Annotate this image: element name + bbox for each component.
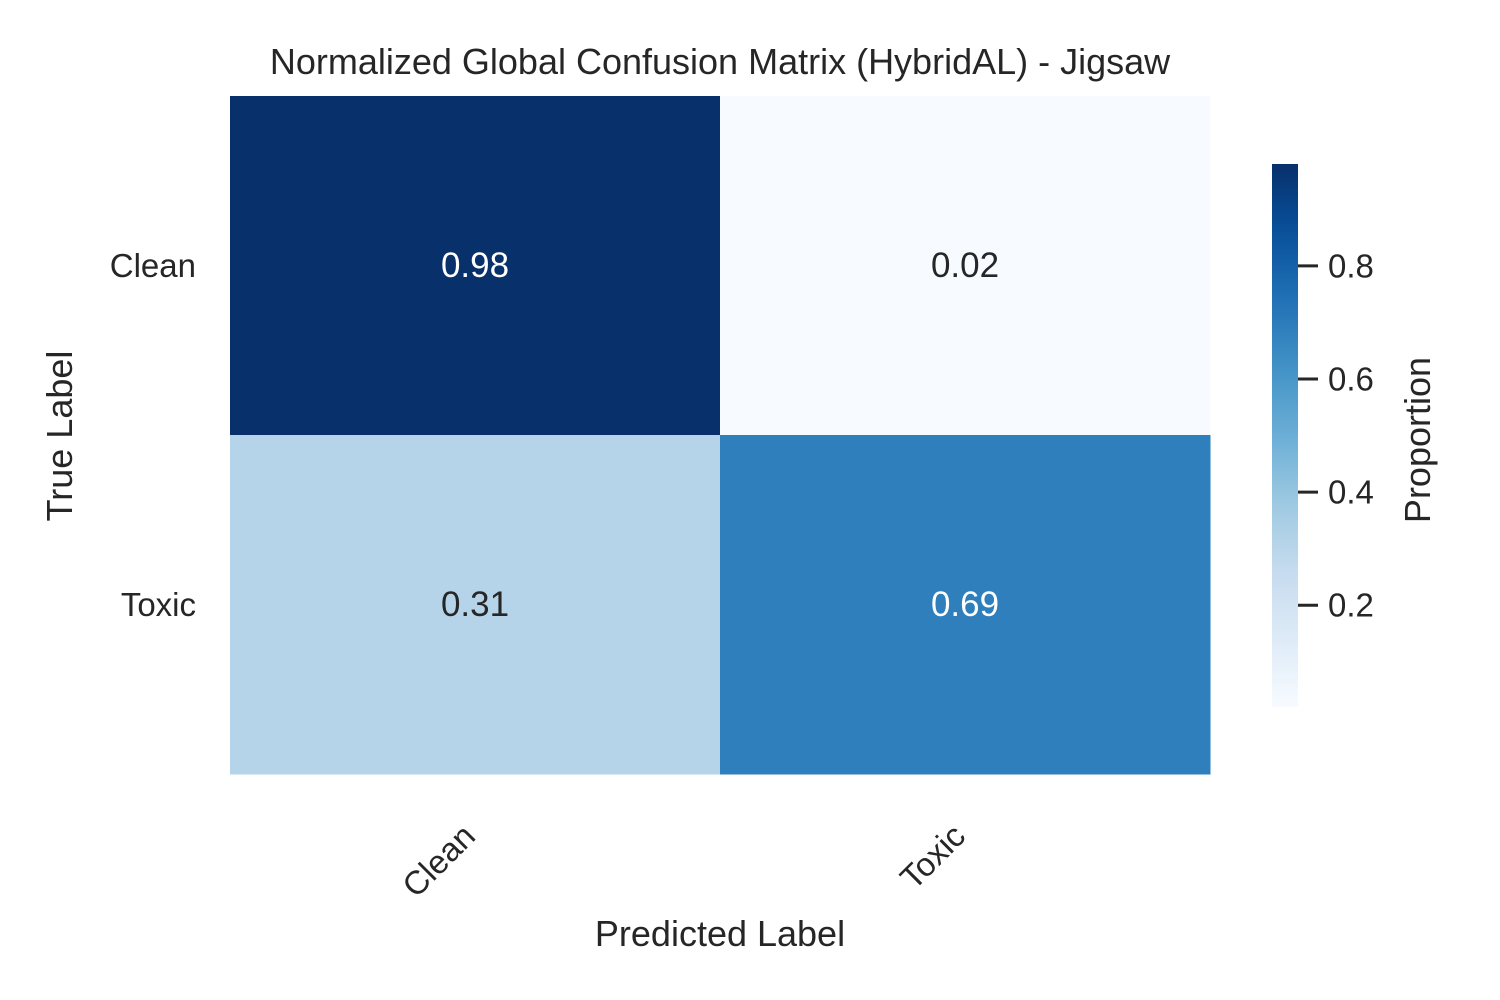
colorbar-tick-label: 0.4 (1328, 474, 1374, 511)
colorbar-tick-label: 0.8 (1328, 247, 1374, 284)
y-tick-labels: Clean Toxic (110, 247, 196, 623)
cell-annotation: 0.02 (931, 246, 999, 285)
heatmap-cell-toxic-toxic (720, 435, 1211, 775)
x-axis-label: Predicted Label (595, 913, 845, 954)
heatmap-cell-toxic-clean (230, 435, 721, 775)
y-tick-label: Toxic (121, 586, 196, 623)
x-tick-labels: Clean Toxic (395, 817, 972, 904)
x-tick-label: Toxic (893, 817, 972, 896)
cell-annotation: 0.69 (931, 585, 999, 624)
cell-annotation: 0.98 (441, 246, 509, 285)
colorbar-tick-label: 0.6 (1328, 360, 1374, 397)
y-axis-label: True Label (39, 351, 80, 522)
colorbar-label: Proportion (1397, 357, 1438, 523)
cell-annotations: 0.98 0.02 0.31 0.69 (441, 246, 999, 624)
heatmap-cells (230, 96, 1211, 775)
y-tick-label: Clean (110, 247, 196, 284)
colorbar-tick-label: 0.2 (1328, 587, 1374, 624)
cell-annotation: 0.31 (441, 585, 509, 624)
x-tick-label: Clean (395, 817, 482, 904)
colorbar (1272, 164, 1298, 707)
colorbar-ticks: 0.2 0.4 0.6 0.8 (1298, 247, 1374, 624)
chart-title: Normalized Global Confusion Matrix (Hybr… (270, 41, 1171, 82)
heatmap-cell-clean-clean (230, 96, 721, 436)
heatmap-cell-clean-toxic (720, 96, 1211, 436)
